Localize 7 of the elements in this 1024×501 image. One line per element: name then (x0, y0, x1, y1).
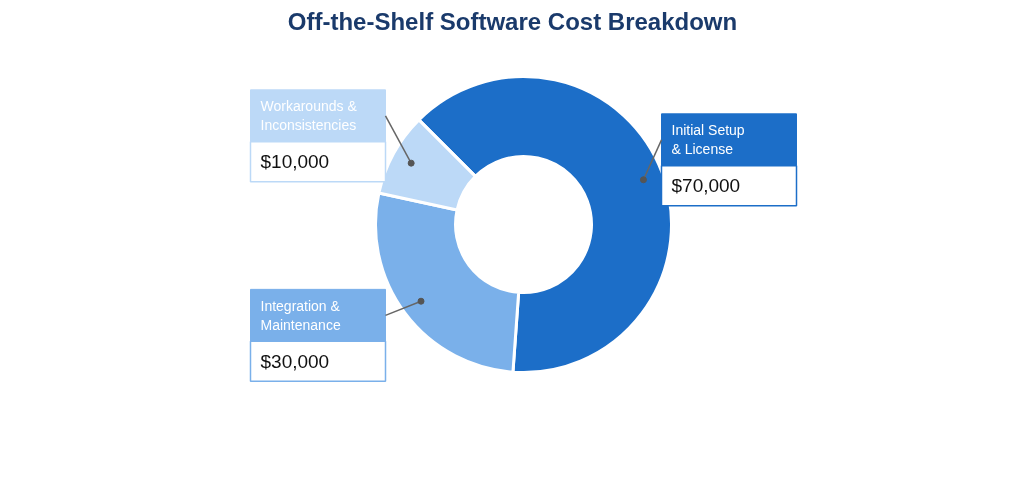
slice-label: Initial Setup & License (671, 122, 745, 158)
slice-label: Workarounds & Inconsistencies (260, 98, 358, 134)
data-label: $30,000 (260, 350, 330, 372)
data-label: $10,000 (260, 151, 330, 173)
data-label: $70,000 (671, 175, 741, 197)
slice-label: Integration & Maintenance (260, 297, 341, 333)
chart-title: Off-the-Shelf Software Cost Breakdown (287, 7, 738, 35)
